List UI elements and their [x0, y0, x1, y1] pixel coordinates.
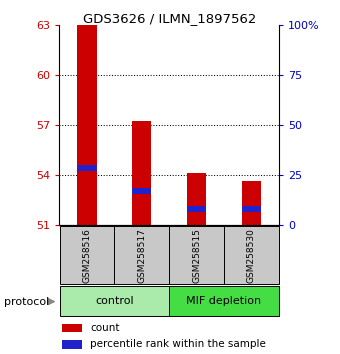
Bar: [224, 226, 279, 284]
Bar: [132, 121, 151, 225]
Bar: [169, 286, 279, 316]
Bar: [132, 188, 151, 194]
Text: MIF depletion: MIF depletion: [186, 296, 261, 306]
Bar: [77, 165, 97, 171]
Bar: [62, 324, 82, 332]
Bar: [169, 226, 224, 284]
Text: count: count: [90, 323, 120, 333]
Text: GSM258515: GSM258515: [192, 228, 201, 283]
Bar: [59, 286, 169, 316]
Text: GSM258530: GSM258530: [247, 228, 256, 283]
Text: percentile rank within the sample: percentile rank within the sample: [90, 339, 266, 349]
Text: protocol: protocol: [4, 297, 49, 307]
Bar: [242, 206, 261, 212]
Text: GSM258517: GSM258517: [137, 228, 146, 283]
Text: GDS3626 / ILMN_1897562: GDS3626 / ILMN_1897562: [83, 12, 257, 25]
Bar: [242, 182, 261, 225]
Text: control: control: [95, 296, 134, 306]
Bar: [62, 340, 82, 349]
Text: GSM258516: GSM258516: [82, 228, 91, 283]
Bar: [77, 25, 97, 225]
Bar: [115, 226, 169, 284]
Bar: [59, 226, 114, 284]
Bar: [187, 173, 206, 225]
Bar: [187, 206, 206, 212]
